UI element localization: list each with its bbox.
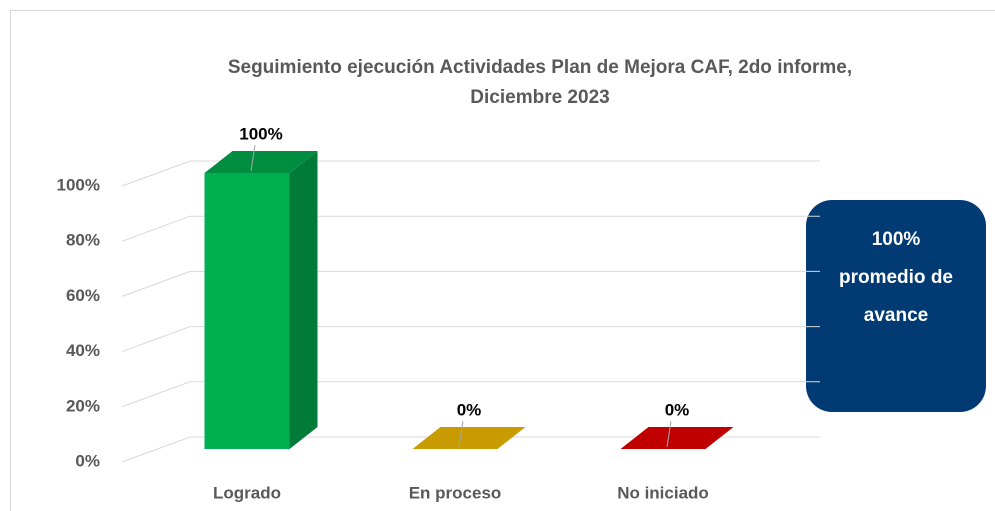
annotation: promedio de <box>839 267 953 288</box>
bar <box>204 151 318 449</box>
grid-line <box>121 215 820 242</box>
leader-line <box>666 420 672 448</box>
bar <box>620 427 734 449</box>
x-tick-label: Logrado <box>213 483 281 502</box>
data-label: 0% <box>665 400 690 419</box>
y-tick-label: 20% <box>66 396 100 415</box>
data-label: 100% <box>239 124 282 143</box>
grid-line <box>121 381 820 408</box>
y-tick-label: 0% <box>75 451 100 470</box>
grid-line <box>121 326 820 353</box>
bar-top <box>620 427 734 449</box>
data-label: 0% <box>457 400 482 419</box>
bar-top <box>412 427 526 449</box>
chart-title: Seguimiento ejecución Actividades Plan d… <box>228 57 852 78</box>
x-tick-label: No iniciado <box>617 483 709 502</box>
bar-side <box>289 151 318 449</box>
grid-line <box>121 160 820 187</box>
grid-line <box>121 270 820 297</box>
y-tick-label: 40% <box>66 341 100 360</box>
y-tick-label: 100% <box>57 175 100 194</box>
bar <box>412 427 526 449</box>
x-tick-label: En proceso <box>409 483 502 502</box>
chart-title: Diciembre 2023 <box>470 87 609 108</box>
grid-line <box>121 436 820 463</box>
annotation-box <box>806 200 986 412</box>
annotation: avance <box>864 305 928 326</box>
leader-line <box>458 420 464 448</box>
annotation: 100% <box>872 229 921 250</box>
bar-front <box>204 173 290 449</box>
y-tick-label: 60% <box>66 286 100 305</box>
bar-top <box>204 151 318 173</box>
y-tick-label: 80% <box>66 231 100 250</box>
leader-line <box>250 144 256 172</box>
